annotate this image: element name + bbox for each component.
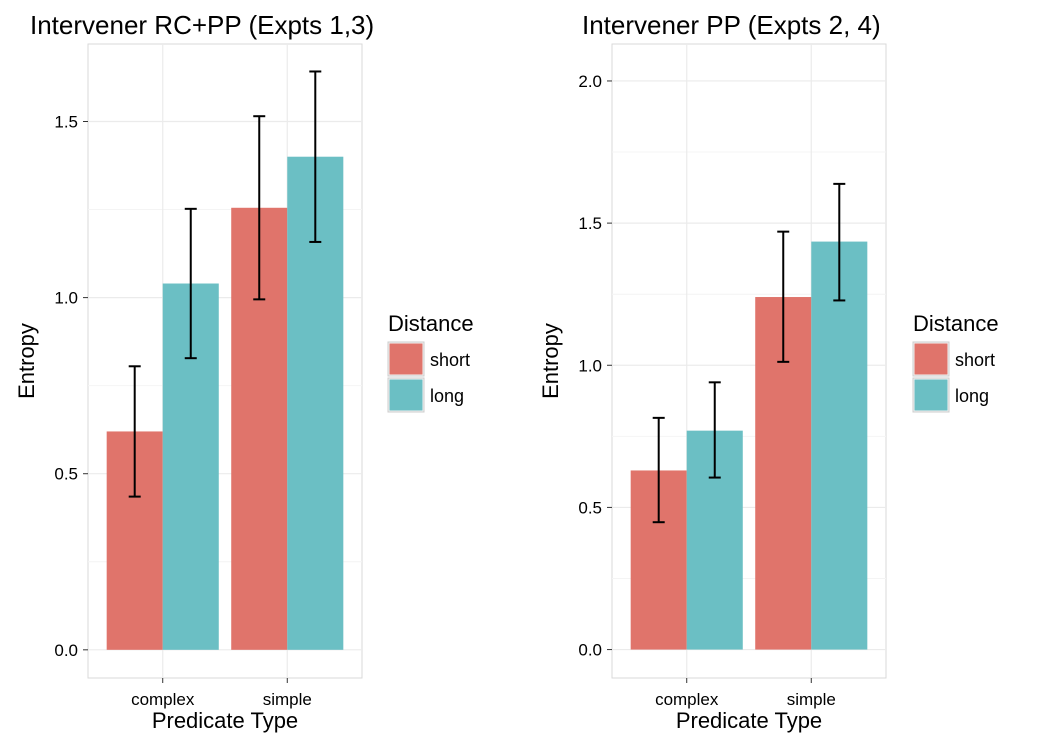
error-bar-short-simple bbox=[253, 115, 266, 301]
error-bar-long-simple bbox=[309, 70, 322, 243]
legend-title: Distance bbox=[913, 311, 999, 336]
x-tick-label: simple bbox=[263, 690, 312, 709]
bar-long-simple bbox=[811, 241, 868, 650]
chart-panel-1: 0.0 0.5 1.0 1.5 complex simple Intervener RC+P… bbox=[14, 10, 474, 733]
legend-label-short: short bbox=[955, 350, 995, 370]
y-tick-label: 1.5 bbox=[578, 214, 602, 233]
chart-panel-2: 0.0 0.5 1.0 1.5 2.0 complex simple Intervener P… bbox=[538, 10, 999, 733]
x-axis-title: Predicate Type bbox=[676, 708, 822, 733]
legend-key-short bbox=[914, 343, 948, 375]
legend-label-long: long bbox=[430, 386, 464, 406]
x-tick-label: simple bbox=[787, 690, 836, 709]
y-tick-label: 2.0 bbox=[578, 72, 602, 91]
y-tick-label: 0.0 bbox=[54, 641, 78, 660]
x-tick-label: complex bbox=[131, 690, 195, 709]
legend-title: Distance bbox=[388, 311, 474, 336]
x-axis-title: Predicate Type bbox=[152, 708, 298, 733]
y-tick-label: 1.0 bbox=[54, 289, 78, 308]
chart-title: Intervener RC+PP (Expts 1,3) bbox=[30, 10, 374, 40]
error-bar-long-complex bbox=[184, 207, 197, 360]
y-tick-label: 0.0 bbox=[578, 641, 602, 660]
legend: Distance short long bbox=[387, 311, 474, 413]
legend-key-short bbox=[389, 343, 423, 375]
error-bar-short-complex bbox=[652, 416, 665, 524]
y-tick-label: 0.5 bbox=[578, 498, 602, 517]
legend-key-long bbox=[914, 379, 948, 411]
y-axis-title: Entropy bbox=[538, 323, 563, 399]
legend-key-long bbox=[389, 379, 423, 411]
legend-label-short: short bbox=[430, 350, 470, 370]
y-tick-label: 0.5 bbox=[54, 465, 78, 484]
legend-label-long: long bbox=[955, 386, 989, 406]
chart-title: Intervener PP (Expts 2, 4) bbox=[582, 10, 881, 40]
error-bar-long-simple bbox=[833, 182, 846, 302]
y-tick-label: 1.5 bbox=[54, 112, 78, 131]
error-bar-short-complex bbox=[128, 365, 141, 498]
y-tick-label: 1.0 bbox=[578, 356, 602, 375]
x-tick-label: complex bbox=[655, 690, 719, 709]
legend: Distance short long bbox=[912, 311, 999, 413]
error-bar-long-complex bbox=[708, 381, 721, 479]
error-bar-short-simple bbox=[777, 230, 790, 363]
y-axis-title: Entropy bbox=[14, 323, 39, 399]
